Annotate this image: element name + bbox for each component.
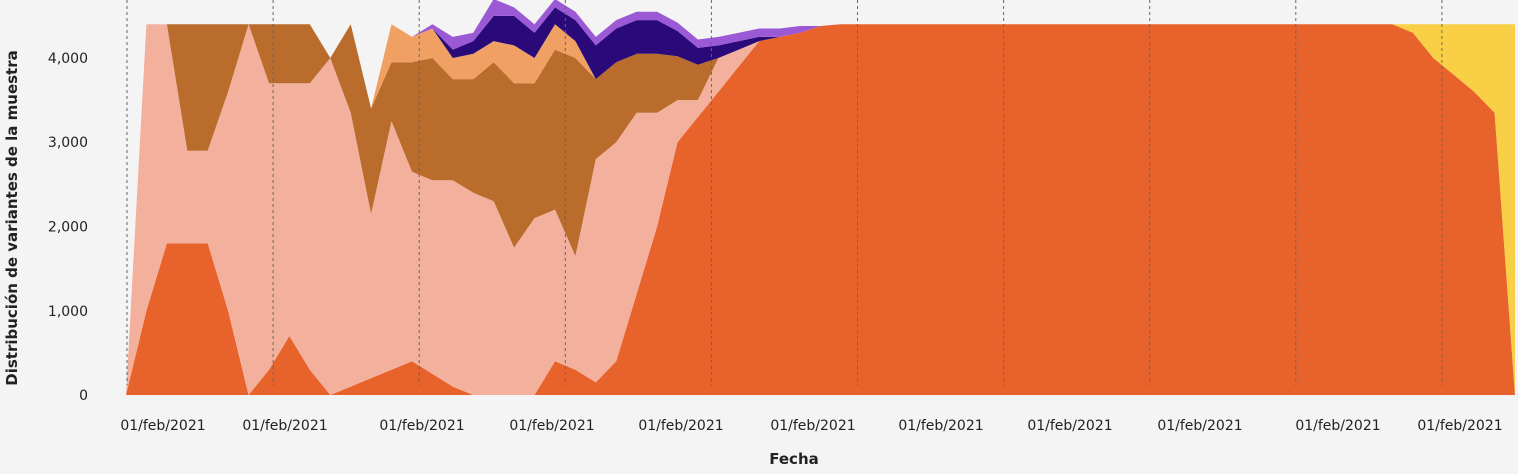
y-tick-label: 0: [79, 388, 88, 404]
y-axis-ticks: 0 1,000 2,000 3,000 4,000: [48, 51, 88, 404]
area-series-2: [126, 24, 1515, 396]
x-axis-ticks: 01/feb/2021 01/feb/2021 01/feb/2021 01/feb/…: [120, 418, 1502, 434]
x-tick-label: 01/feb/2021: [1157, 418, 1242, 434]
y-axis-title: Distribución de variantes de la muestra: [3, 50, 21, 385]
y-tick-label: 2,000: [48, 220, 88, 236]
y-tick-label: 1,000: [48, 304, 88, 320]
area-series-1: [126, 24, 1515, 396]
area-series-3: [126, 24, 1515, 396]
x-tick-label: 01/feb/2021: [638, 418, 723, 434]
y-tick-label: 4,000: [48, 51, 88, 67]
y-tick-label: 3,000: [48, 135, 88, 151]
x-tick-label: 01/feb/2021: [1417, 418, 1502, 434]
x-tick-label: 01/feb/2021: [509, 418, 594, 434]
x-tick-label: 01/feb/2021: [898, 418, 983, 434]
x-tick-label: 01/feb/2021: [120, 418, 205, 434]
area-layer: [126, 0, 1515, 396]
x-tick-label: 01/feb/2021: [379, 418, 464, 434]
x-axis-title: Fecha: [769, 450, 819, 468]
x-tick-label: 01/feb/2021: [242, 418, 327, 434]
x-tick-label: 01/feb/2021: [1027, 418, 1112, 434]
x-tick-label: 01/feb/2021: [1295, 418, 1380, 434]
x-tick-label: 01/feb/2021: [770, 418, 855, 434]
vertical-gridlines: [126, 0, 1443, 385]
